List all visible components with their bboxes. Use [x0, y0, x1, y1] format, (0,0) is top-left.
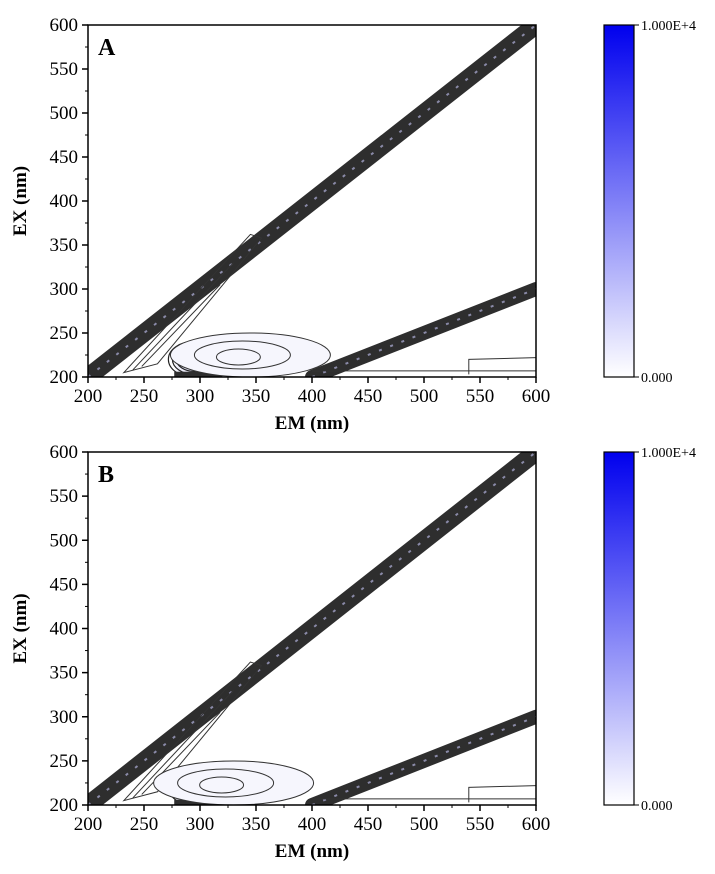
x-tick-label: 350 — [242, 386, 271, 407]
x-tick-label: 200 — [74, 814, 103, 835]
y-tick-label: 450 — [50, 574, 79, 595]
y-tick-label: 550 — [50, 486, 79, 507]
contour-line — [132, 689, 234, 799]
x-tick-label: 500 — [410, 814, 439, 835]
y-tick-label: 200 — [50, 795, 79, 816]
y-axis-title: EX (nm) — [10, 166, 31, 236]
x-tick-label: 500 — [410, 386, 439, 407]
y-tick-label: 500 — [50, 103, 79, 124]
second-order-scatter-core — [311, 715, 536, 805]
x-axis-title: EM (nm) — [275, 841, 349, 862]
x-tick-label: 400 — [298, 386, 327, 407]
x-tick-label: 400 — [298, 814, 327, 835]
contour-layer — [88, 452, 536, 805]
y-tick-label: 600 — [50, 442, 79, 463]
second-order-scatter-core — [311, 288, 536, 377]
x-tick-label: 250 — [130, 814, 159, 835]
colorbar — [603, 451, 635, 806]
x-tick-label: 600 — [522, 814, 551, 835]
contour-line — [468, 357, 536, 375]
shoulder-contour — [169, 332, 331, 377]
contour-wedge — [122, 661, 263, 802]
shoulder-contour — [177, 768, 275, 798]
shoulder-contour — [199, 776, 245, 794]
x-tick-label: 450 — [354, 814, 383, 835]
contour-line — [468, 785, 536, 803]
shoulder-contour — [215, 348, 261, 366]
y-tick-label: 550 — [50, 59, 79, 80]
y-tick-label: 300 — [50, 707, 79, 728]
x-tick-label: 350 — [242, 814, 271, 835]
panel-label: B — [98, 462, 114, 488]
x-axis-title: EM (nm) — [275, 413, 349, 434]
y-tick-label: 250 — [50, 751, 79, 772]
y-tick-label: 350 — [50, 235, 79, 256]
y-tick-label: 200 — [50, 367, 79, 388]
y-tick-label: 300 — [50, 279, 79, 300]
shoulder-contour — [193, 340, 291, 370]
colorbar-max-label: 1.000E+4 — [641, 446, 696, 461]
y-tick-label: 600 — [50, 15, 79, 36]
x-tick-label: 300 — [186, 814, 215, 835]
colorbar — [603, 24, 635, 378]
y-tick-label: 400 — [50, 619, 79, 640]
contour-layer — [88, 25, 536, 377]
x-tick-label: 550 — [466, 814, 495, 835]
x-tick-label: 300 — [186, 386, 215, 407]
y-tick-label: 450 — [50, 147, 79, 168]
y-tick-label: 500 — [50, 530, 79, 551]
x-tick-label: 600 — [522, 386, 551, 407]
contour-line — [141, 284, 221, 367]
panel-label: A — [98, 35, 116, 61]
eem-panel-b: 200 250 300 350 400 450 500 550 600 200 250 300 350 4… — [10, 442, 696, 862]
colorbar-min-label: 0.000 — [641, 371, 673, 386]
contour-line — [132, 262, 234, 371]
x-tick-label: 200 — [74, 386, 103, 407]
peak-base-band — [174, 371, 223, 377]
eem-panel-a: 200 250 300 350 400 450 500 550 600 200 250 300 350 4… — [10, 15, 696, 434]
colorbar-min-label: 0.000 — [641, 799, 673, 814]
colorbar-max-label: 1.000E+4 — [641, 19, 696, 34]
rayleigh-scatter-band — [88, 25, 536, 377]
y-axis-title: EX (nm) — [10, 593, 31, 663]
rayleigh-scatter-band — [88, 452, 536, 805]
y-tick-label: 250 — [50, 323, 79, 344]
contour-wedge — [122, 233, 263, 374]
x-tick-label: 250 — [130, 386, 159, 407]
y-tick-label: 400 — [50, 191, 79, 212]
x-tick-label: 550 — [466, 386, 495, 407]
y-tick-label: 350 — [50, 663, 79, 684]
x-tick-label: 450 — [354, 386, 383, 407]
